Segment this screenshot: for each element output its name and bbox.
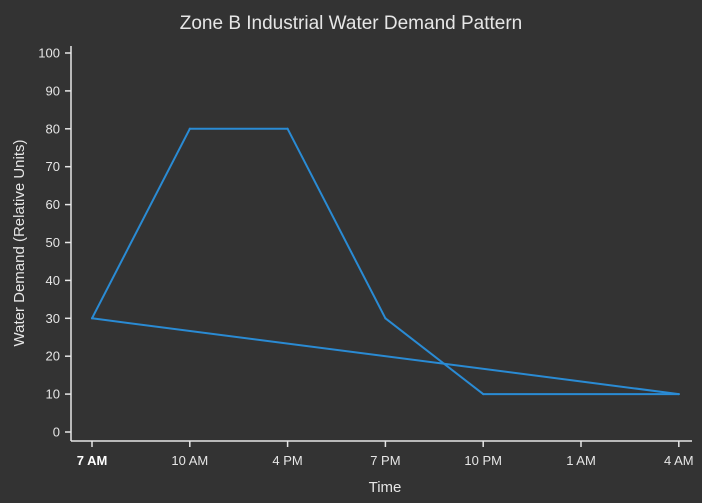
y-tick-label: 40	[46, 273, 60, 288]
x-axis-label: Time	[369, 479, 402, 496]
y-tick-label: 10	[46, 387, 60, 402]
chart-title: Zone B Industrial Water Demand Pattern	[180, 13, 523, 34]
y-tick-label: 80	[46, 121, 60, 136]
data-point	[91, 317, 93, 320]
y-axis-label: Water Demand (Relative Units)	[11, 139, 28, 346]
x-tick-label: 1 AM	[566, 453, 596, 468]
y-tick-label: 60	[46, 197, 60, 212]
ticks-group: 0 10 20 30 40 50 60 70 80 90 100 7 AM 10 AM 4 PM 7 PM 1…	[38, 46, 693, 469]
y-tick-label: 50	[46, 235, 60, 250]
data-point	[188, 127, 191, 130]
x-tick-label: 4 AM	[664, 453, 694, 468]
y-tick-label: 70	[46, 159, 60, 174]
data-point	[384, 317, 387, 320]
y-tick-label: 100	[38, 46, 60, 61]
series-line-segment	[91, 127, 191, 320]
series-line-segment	[91, 317, 680, 396]
y-tick-label: 90	[46, 83, 60, 98]
x-tick-label: 4 PM	[272, 453, 302, 468]
y-tick-label: 30	[46, 311, 60, 326]
series-group	[91, 127, 680, 396]
data-point	[286, 127, 289, 130]
data-point	[482, 393, 485, 396]
y-tick-label: 0	[53, 425, 60, 440]
data-point	[677, 393, 680, 396]
series-line-segment	[286, 127, 387, 320]
x-tick-label: 7 AM	[77, 453, 108, 468]
y-tick-label: 20	[46, 349, 60, 364]
series-line-segment	[384, 317, 485, 396]
x-tick-label: 7 PM	[370, 453, 400, 468]
x-tick-label: 10 PM	[464, 453, 502, 468]
x-tick-label: 10 AM	[171, 453, 208, 468]
